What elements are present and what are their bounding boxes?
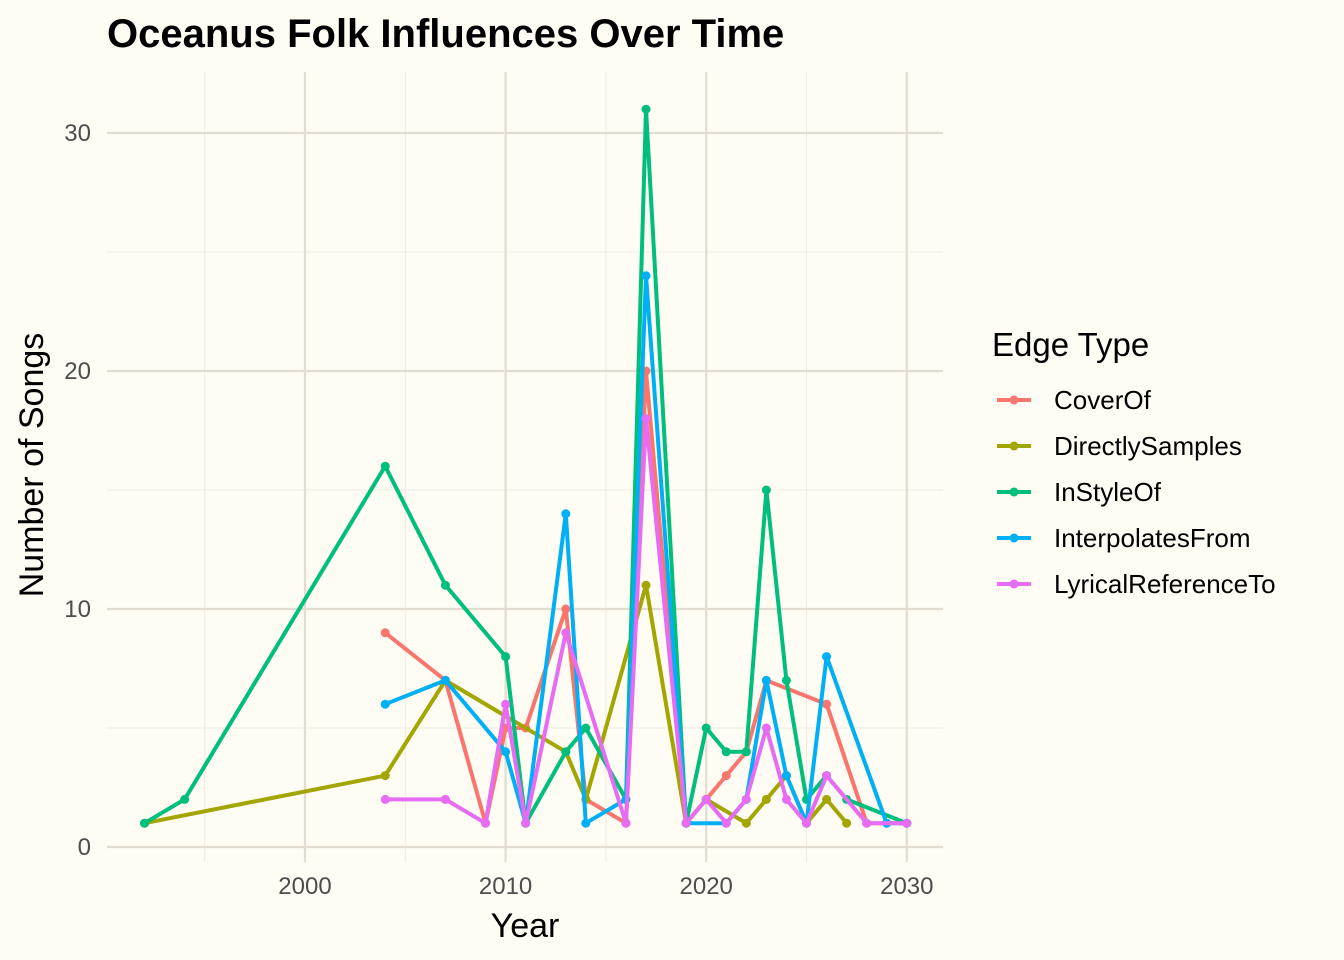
data-point-coverof bbox=[721, 771, 731, 781]
legend-key-point-interpolatesfrom bbox=[1009, 533, 1019, 543]
data-point-lyricalreferenceto bbox=[902, 818, 912, 828]
data-point-coverof bbox=[561, 604, 571, 614]
x-tick-label: 2000 bbox=[278, 873, 331, 900]
legend-key-point-directlysamples bbox=[1009, 441, 1019, 451]
x-tick-label: 2010 bbox=[479, 873, 532, 900]
data-point-directlysamples bbox=[761, 794, 771, 804]
data-point-instyleof bbox=[581, 723, 591, 733]
legend-key-point-coverof bbox=[1009, 395, 1019, 405]
data-point-interpolatesfrom bbox=[822, 652, 832, 662]
data-point-lyricalreferenceto bbox=[741, 794, 751, 804]
data-point-lyricalreferenceto bbox=[681, 818, 691, 828]
data-point-instyleof bbox=[781, 675, 791, 685]
data-point-instyleof bbox=[380, 461, 390, 471]
data-point-interpolatesfrom bbox=[761, 675, 771, 685]
data-point-lyricalreferenceto bbox=[721, 818, 731, 828]
data-point-instyleof bbox=[701, 723, 711, 733]
legend-label-directlysamples: DirectlySamples bbox=[1054, 431, 1242, 461]
x-tick-label: 2020 bbox=[680, 873, 733, 900]
data-point-lyricalreferenceto bbox=[761, 723, 771, 733]
data-point-lyricalreferenceto bbox=[862, 818, 872, 828]
data-point-lyricalreferenceto bbox=[501, 699, 511, 709]
data-point-lyricalreferenceto bbox=[701, 794, 711, 804]
data-point-lyricalreferenceto bbox=[781, 794, 791, 804]
y-tick-label: 20 bbox=[64, 358, 91, 385]
data-point-interpolatesfrom bbox=[440, 675, 450, 685]
y-tick-label: 0 bbox=[78, 834, 91, 861]
data-point-instyleof bbox=[641, 104, 651, 114]
series-line-instyleof bbox=[143, 107, 908, 826]
data-point-instyleof bbox=[140, 818, 150, 828]
x-axis-title: Year bbox=[491, 907, 560, 945]
data-point-interpolatesfrom bbox=[581, 818, 591, 828]
data-point-instyleof bbox=[741, 747, 751, 757]
legend-label-instyleof: InStyleOf bbox=[1054, 477, 1162, 507]
chart-title: Oceanus Folk Influences Over Time bbox=[107, 12, 784, 56]
data-point-interpolatesfrom bbox=[380, 699, 390, 709]
data-point-interpolatesfrom bbox=[501, 747, 511, 757]
data-point-directlysamples bbox=[380, 771, 390, 781]
legend-key-point-lyricalreferenceto bbox=[1009, 579, 1019, 589]
data-point-coverof bbox=[380, 628, 390, 638]
data-point-lyricalreferenceto bbox=[802, 818, 811, 828]
data-point-interpolatesfrom bbox=[781, 771, 791, 781]
data-point-directlysamples bbox=[641, 580, 651, 590]
legend-label-lyricalreferenceto: LyricalReferenceTo bbox=[1054, 569, 1276, 599]
data-point-lyricalreferenceto bbox=[521, 818, 531, 828]
data-point-interpolatesfrom bbox=[561, 509, 571, 519]
data-point-lyricalreferenceto bbox=[440, 794, 450, 804]
data-point-interpolatesfrom bbox=[641, 271, 651, 281]
data-point-lyricalreferenceto bbox=[561, 628, 571, 638]
x-tick-label: 2030 bbox=[880, 873, 933, 900]
data-point-directlysamples bbox=[822, 794, 832, 804]
y-tick-label: 10 bbox=[64, 596, 91, 623]
series-line-directlysamples bbox=[144, 583, 849, 826]
data-point-instyleof bbox=[561, 747, 571, 757]
data-point-coverof bbox=[822, 699, 832, 709]
data-point-directlysamples bbox=[741, 818, 751, 828]
legend: Edge Type CoverOf DirectlySamples InStyleO… bbox=[992, 326, 1276, 599]
legend-title: Edge Type bbox=[992, 326, 1149, 363]
y-tick-label: 30 bbox=[64, 120, 91, 147]
legend-label-coverof: CoverOf bbox=[1054, 385, 1152, 415]
series-line-coverof bbox=[383, 369, 907, 826]
data-point-instyleof bbox=[721, 747, 731, 757]
data-point-instyleof bbox=[180, 794, 190, 804]
legend-label-interpolatesfrom: InterpolatesFrom bbox=[1054, 523, 1251, 553]
y-axis-title: Number of Songs bbox=[13, 333, 51, 598]
data-point-instyleof bbox=[761, 485, 771, 495]
data-point-instyleof bbox=[440, 580, 450, 590]
series-group bbox=[140, 104, 912, 828]
data-point-lyricalreferenceto bbox=[481, 818, 491, 828]
data-point-lyricalreferenceto bbox=[621, 818, 631, 828]
legend-key-point-instyleof bbox=[1009, 487, 1019, 497]
data-point-instyleof bbox=[501, 652, 511, 662]
data-point-lyricalreferenceto bbox=[380, 794, 390, 804]
series-line-lyricalreferenceto bbox=[385, 416, 907, 826]
data-point-directlysamples bbox=[842, 818, 852, 828]
data-point-lyricalreferenceto bbox=[641, 414, 651, 424]
data-point-lyricalreferenceto bbox=[822, 771, 832, 781]
